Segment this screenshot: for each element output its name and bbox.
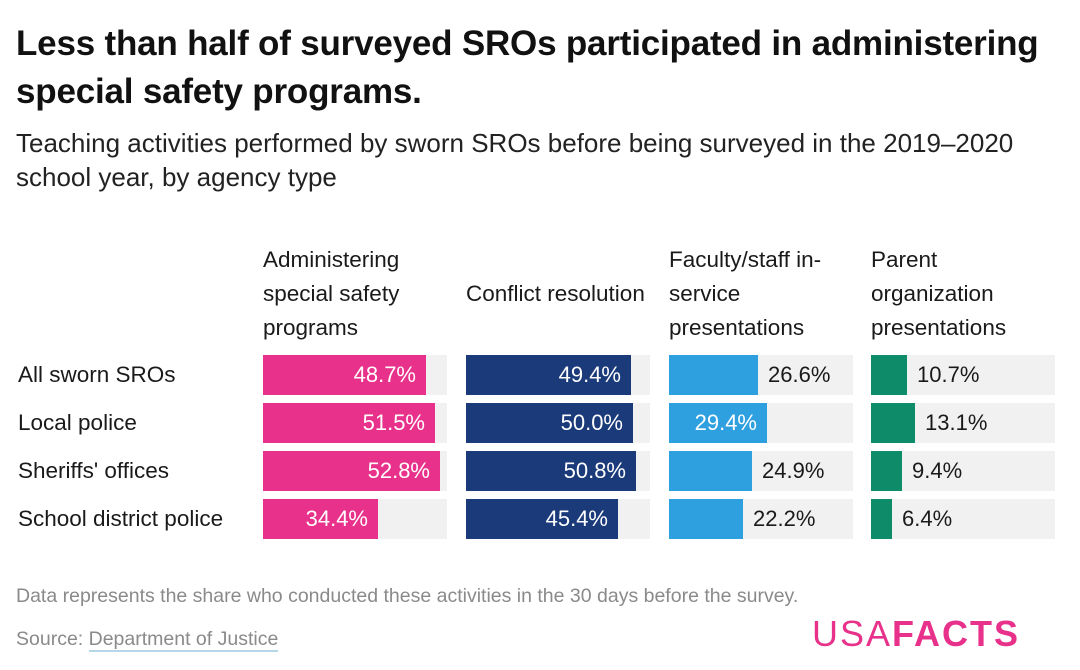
- bar-track: 26.6%: [669, 355, 853, 395]
- bar-track: 34.4%: [263, 499, 447, 539]
- bar-track: 9.4%: [871, 451, 1055, 491]
- bar-value-label: 26.6%: [768, 362, 831, 387]
- bar-track: 24.9%: [669, 451, 853, 491]
- bar: [871, 403, 915, 443]
- chart-subtitle: Teaching activities performed by sworn S…: [16, 128, 1014, 192]
- usafacts-logo: USAFACTS: [812, 612, 1020, 656]
- bar: [669, 355, 758, 395]
- bar-track: 50.0%: [466, 403, 650, 443]
- logo-facts-text: FACTS: [892, 613, 1021, 654]
- bar: [871, 451, 902, 491]
- row-label: All sworn SROs: [18, 362, 176, 387]
- bar-value-label: 49.4%: [558, 362, 621, 387]
- chart-title: Less than half of surveyed SROs particip…: [16, 24, 1039, 111]
- bar-track: 6.4%: [871, 499, 1055, 539]
- column-header: Parent organization presentations: [871, 247, 1007, 340]
- bar: [263, 403, 435, 443]
- bar-value-label: 52.8%: [367, 458, 430, 483]
- bar-track: 49.4%: [466, 355, 650, 395]
- row-label: Sheriffs' offices: [18, 458, 170, 483]
- bar-value-label: 24.9%: [762, 458, 825, 483]
- row-label: Local police: [18, 410, 137, 435]
- bar: [263, 355, 426, 395]
- bar: [871, 355, 907, 395]
- source-prefix: Source:: [16, 628, 89, 650]
- bar-value-label: 29.4%: [694, 410, 757, 435]
- bar: [871, 499, 892, 539]
- bar: [669, 403, 767, 443]
- row-label: School district police: [18, 506, 224, 531]
- bar-track: 50.8%: [466, 451, 650, 491]
- bar: [263, 451, 440, 491]
- source-line: Source: Department of Justice: [16, 625, 279, 653]
- bar-value-label: 50.8%: [563, 458, 626, 483]
- bar-track: 45.4%: [466, 499, 650, 539]
- bar: [669, 451, 752, 491]
- bar-value-label: 22.2%: [753, 506, 816, 531]
- bar-track: 22.2%: [669, 499, 853, 539]
- bar-value-label: 13.1%: [925, 410, 988, 435]
- bar-track: 48.7%: [263, 355, 447, 395]
- bar-value-label: 50.0%: [560, 410, 623, 435]
- bar-value-label: 48.7%: [353, 362, 416, 387]
- bar-value-label: 10.7%: [917, 362, 980, 387]
- bar: [466, 355, 631, 395]
- bar-track: 51.5%: [263, 403, 447, 443]
- bar-value-label: 51.5%: [362, 410, 425, 435]
- bar-track: 10.7%: [871, 355, 1055, 395]
- column-header: Administering special safety programs: [263, 247, 400, 340]
- bar: [669, 499, 743, 539]
- bar: [263, 499, 378, 539]
- bar: [466, 403, 633, 443]
- bar-track: 13.1%: [871, 403, 1055, 443]
- column-header: Faculty/staff in-service presentations: [669, 247, 822, 340]
- column-header: Conflict resolution: [466, 281, 645, 306]
- bar-value-label: 9.4%: [912, 458, 963, 483]
- logo-usa-text: USA: [812, 613, 893, 654]
- bar-value-label: 6.4%: [902, 506, 953, 531]
- bar-value-label: 34.4%: [305, 506, 368, 531]
- bar: [466, 451, 636, 491]
- bar: [466, 499, 618, 539]
- source-link[interactable]: Department of Justice: [88, 628, 279, 652]
- bar-track: 29.4%: [669, 403, 853, 443]
- bar-track: 52.8%: [263, 451, 447, 491]
- bar-value-label: 45.4%: [545, 506, 608, 531]
- data-note: Data represents the share who conducted …: [16, 585, 799, 607]
